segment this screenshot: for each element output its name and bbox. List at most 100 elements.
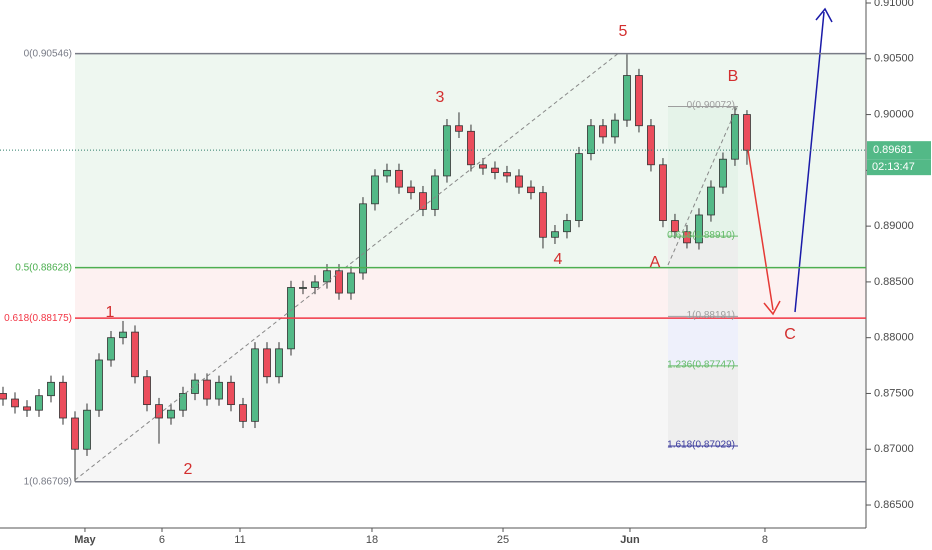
candle-body [563,220,571,233]
wave-label: 5 [619,23,628,40]
candle-body [83,409,91,450]
x-tick-label: 18 [366,534,378,546]
fib-extension-zone [668,236,738,317]
fib-label: 0.618(0.88175) [4,313,72,324]
candle-body [371,175,379,205]
y-tick-label: 0.90500 [874,53,914,65]
y-tick-label: 0.87500 [874,387,914,399]
candle-body [275,348,283,378]
countdown-label: 02:13:47 [872,161,915,173]
candle-body [443,125,451,177]
candle-body [587,125,595,155]
candle-body [335,270,343,294]
y-tick-label: 0.90000 [874,108,914,120]
candle-body [635,75,643,127]
candle-body [731,114,739,160]
fib-label: 0(0.90546) [24,48,72,59]
fib-extension-zone [668,365,738,447]
candle-body [491,167,499,173]
candle-body [707,186,715,216]
candle-body [299,287,307,289]
trend-line [667,104,739,266]
candle-body [95,359,103,411]
candle-body [695,214,703,244]
arrow-head [815,7,833,23]
candle-body [599,125,607,138]
fib-extension-label: 0(0.90072) [687,100,735,111]
candle-body [59,381,67,419]
candle-body [239,404,247,422]
candle-body [743,114,751,151]
candle-body [479,164,487,169]
candle-body [419,192,427,210]
candle-body [179,393,187,411]
arrow-head [763,300,781,316]
candle-body [359,203,367,274]
x-tick-label: May [74,534,96,546]
candle-body [191,379,199,394]
candle-body [551,231,559,238]
candle-body [11,398,19,408]
candle-body [515,175,523,188]
fib-label: 0.5(0.88628) [15,262,72,273]
fib-zone [75,318,866,482]
candle-body [251,348,259,422]
candle-body [71,417,79,450]
y-tick-label: 0.88000 [874,332,914,344]
candle-body [119,331,127,339]
x-tick-label: 25 [497,534,509,546]
candle-body [527,186,535,194]
candle-body [311,281,319,288]
candle-body [575,153,583,221]
candle-body [107,337,115,361]
candle-body [155,404,163,419]
candle-body [431,175,439,210]
candle-body [131,331,139,378]
x-tick-label: Jun [620,534,640,546]
candle-body [47,381,55,397]
candle-body [407,186,415,194]
candle-body [611,119,619,138]
fib-extension-label: 1.236(0.87747) [667,360,735,371]
candle-body [35,395,43,411]
price-tag [867,141,931,160]
fib-extension-zone [668,316,738,366]
candle-body [467,130,475,166]
arrow [794,11,825,313]
countdown-tag [867,159,931,176]
fib-extension-label: 1.618(0.87029) [667,440,735,451]
trend-line [74,51,621,481]
fib-extension-label: 0.618(0.88910) [667,230,735,241]
candle-body [263,348,271,378]
wave-label: 4 [554,251,563,268]
candle-body [227,381,235,406]
candle-body [0,393,7,400]
y-tick-label: 0.86500 [874,499,914,511]
candle-body [503,172,511,177]
candle-body [323,270,331,283]
candle-body [683,231,691,244]
candle-body [23,406,31,411]
fib-extension-label: 1(0.88191) [687,310,735,321]
x-tick-label: 8 [762,534,768,546]
candle-body [539,192,547,238]
wave-label: 1 [106,304,115,321]
wave-label: 3 [436,89,445,106]
background [75,53,866,482]
y-tick-label: 0.89000 [874,220,914,232]
y-tick-label: 0.91000 [874,0,914,9]
candle-body [647,125,655,166]
wave-label: B [728,68,739,85]
y-tick-label: 0.88500 [874,276,914,288]
candle-body [203,379,211,400]
plot [0,54,751,482]
candle-body [395,169,403,188]
candle-body [167,409,175,419]
x-tick-label: 6 [159,534,165,546]
wave-label: A [650,254,661,271]
wave-label: C [784,326,796,343]
fib-extension-zone [668,106,738,237]
wave-label: 2 [184,461,193,478]
candle-body [719,158,727,188]
